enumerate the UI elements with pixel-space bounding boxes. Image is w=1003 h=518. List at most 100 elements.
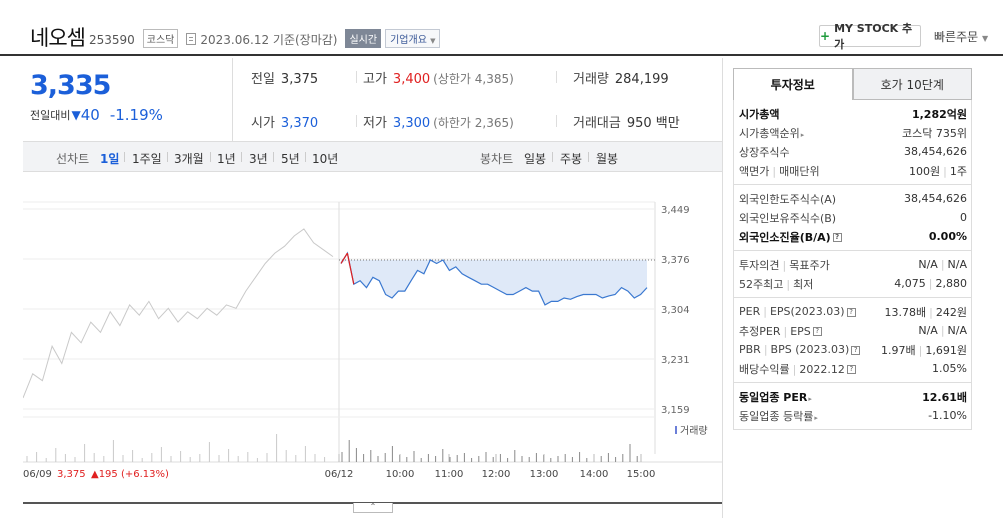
tab-period-1w[interactable]: 1주일: [132, 152, 162, 166]
est-per-value: N/A: [918, 324, 938, 337]
tab-period-3m[interactable]: 3개월: [174, 152, 204, 166]
dividend-date: 2022.12: [799, 362, 845, 376]
current-price: 3,335: [30, 70, 111, 101]
tab-orderbook[interactable]: 호가 10단계: [852, 68, 972, 100]
eps-value: 242원: [935, 305, 967, 319]
sector-per-label[interactable]: 동일업종 PER: [739, 390, 808, 404]
divider: [241, 152, 242, 162]
week52-low-label: 최저: [793, 277, 814, 291]
tab-invest-info[interactable]: 투자정보: [733, 68, 853, 100]
face-unit-row: 액면가 | 매매단위 100원 | 1주: [739, 164, 967, 178]
foreign-limit-value: 38,454,626: [904, 192, 967, 205]
valuation-section: PER | EPS(2023.03)? 13.78배 | 242원 추정PER | EPS? N…: [734, 298, 971, 383]
price-area-fill: [341, 260, 647, 305]
divider: [356, 71, 357, 83]
foreign-limit-label: 외국인한도주식수(A): [739, 192, 837, 206]
opinion-section: 투자의견 | 목표주가 N/A | N/A 52주최고 | 최저 4,075 | 2,880: [734, 251, 971, 298]
market-badge: 코스닥: [142, 29, 179, 48]
tab-period-1y[interactable]: 1년: [217, 152, 236, 166]
tab-period-3y[interactable]: 3년: [249, 152, 268, 166]
tab-period-5y[interactable]: 5년: [281, 152, 300, 166]
chevron-right-icon: ▸: [814, 413, 818, 422]
stat-open: 시가 3,370: [251, 112, 318, 131]
market-cap-row: 시가총액 1,282억원: [739, 104, 967, 123]
expand-chart-button[interactable]: ⌃: [353, 503, 393, 513]
stat-label: 고가: [363, 72, 387, 87]
pbr-label: PBR: [739, 343, 761, 356]
divider: [356, 115, 357, 127]
sector-per-value: 12.61배: [922, 390, 967, 404]
help-icon[interactable]: ?: [851, 345, 861, 355]
divider: [588, 152, 589, 162]
help-icon[interactable]: ?: [812, 327, 822, 336]
sector-rate-label[interactable]: 동일업종 등락률: [739, 409, 814, 423]
y-tick-label: 3,159: [661, 405, 690, 416]
add-my-stock-button[interactable]: + MY STOCK 추가: [819, 22, 921, 51]
y-tick-label: 3,449: [661, 205, 690, 216]
help-icon[interactable]: ?: [832, 233, 842, 242]
realtime-button[interactable]: 실시간: [345, 29, 382, 48]
divider: [556, 71, 557, 83]
pbr-row: PBR | BPS (2023.03)? 1.97배 | 1,691원: [739, 343, 967, 357]
sector-rate-value: -1.10%: [928, 409, 967, 422]
upper-limit: (상한가 4,385): [433, 72, 514, 86]
y-tick-label: 3,304: [661, 305, 690, 316]
tab-candle-day[interactable]: 일봉: [524, 152, 547, 166]
stat-label: 전일: [251, 72, 275, 87]
price-change-pct: -1.19%: [109, 106, 163, 124]
stat-high: 고가 3,400 (상한가 4,385): [363, 68, 514, 87]
market-cap-rank-value: 코스닥 735위: [902, 126, 967, 140]
document-icon: [186, 33, 197, 45]
tab-candle-week[interactable]: 주봉: [560, 152, 583, 166]
per-row: PER | EPS(2023.03)? 13.78배 | 242원: [739, 305, 967, 319]
foreign-section: 외국인한도주식수(A) 38,454,626 외국인보유주식수(B) 0 외국인소진…: [734, 185, 971, 251]
today-price-line: [340, 251, 648, 306]
stat-low: 저가 3,300 (하한가 2,365): [363, 112, 514, 131]
stat-amount: 거래대금 950 백만: [573, 112, 680, 131]
chart-period-bar: 선차트 1일 1주일 3개월 1년 3년 5년 10년 봉차트 일봉 주봉 월봉: [23, 142, 723, 172]
quick-order-button[interactable]: 빠른주문 ▼: [934, 28, 988, 45]
market-cap-section: 시가총액 1,282억원 시가총액순위▸ 코스닥 735위 상장주식수 38,454,…: [734, 100, 971, 185]
price-chart[interactable]: 3,449 3,376 3,304 3,231 3,159 거래량 06/12 10:00 11…: [22, 172, 723, 502]
plus-icon: +: [820, 29, 831, 43]
divider: [722, 58, 723, 518]
stat-value: 3,300: [392, 116, 431, 131]
est-per-label: 추정PER: [739, 324, 781, 338]
divider: [556, 115, 557, 127]
tab-period-1d[interactable]: 1일: [100, 152, 120, 166]
market-cap-rank-label[interactable]: 시가총액순위: [739, 126, 800, 140]
bps-label: BPS (2023.03): [770, 343, 850, 356]
divider: [305, 152, 306, 162]
eps-label: EPS(2023.03): [769, 305, 845, 318]
help-icon[interactable]: ?: [846, 307, 856, 317]
chevron-right-icon: ▸: [808, 394, 812, 403]
divider: [124, 152, 125, 162]
volume-legend-swatch: [675, 426, 677, 434]
week52-row: 52주최고 | 최저 4,075 | 2,880: [739, 277, 967, 291]
help-icon[interactable]: ?: [846, 365, 856, 374]
tab-candle-month[interactable]: 월봉: [596, 152, 619, 166]
divider: [232, 58, 233, 142]
stock-name: 네오셈: [30, 26, 86, 50]
pbr-value: 1.97배: [881, 343, 916, 357]
stock-code: 253590: [88, 32, 135, 47]
shares-row: 상장주식수 38,454,626: [739, 142, 967, 161]
invest-info-panel: 투자정보 호가 10단계 시가총액 1,282억원 시가총액순위▸ 코스닥 735위…: [733, 68, 972, 430]
y-tick-label: 3,231: [661, 355, 690, 366]
x-tick-label: 11:00: [435, 469, 464, 480]
face-label: 액면가: [739, 164, 770, 178]
volume-legend-label: 거래량: [680, 425, 708, 437]
prev-day-line: [22, 228, 334, 399]
above-prev-close-segment: [340, 252, 348, 264]
x-tick-label: 12:00: [482, 469, 511, 480]
tab-period-10y[interactable]: 10년: [312, 152, 339, 166]
company-info-button[interactable]: 기업개요 ▼: [385, 29, 441, 48]
price-change: 40: [80, 106, 100, 124]
foreign-hold-label: 외국인보유주식수(B): [739, 211, 837, 225]
prev-compare-label: 전일대비: [30, 109, 71, 122]
above-prev-close-segment: [346, 253, 355, 285]
face-value: 100원: [909, 164, 941, 178]
shares-value: 38,454,626: [904, 145, 967, 158]
foreign-ratio-value: 0.00%: [928, 230, 967, 243]
company-info-label: 기업개요: [390, 35, 427, 46]
